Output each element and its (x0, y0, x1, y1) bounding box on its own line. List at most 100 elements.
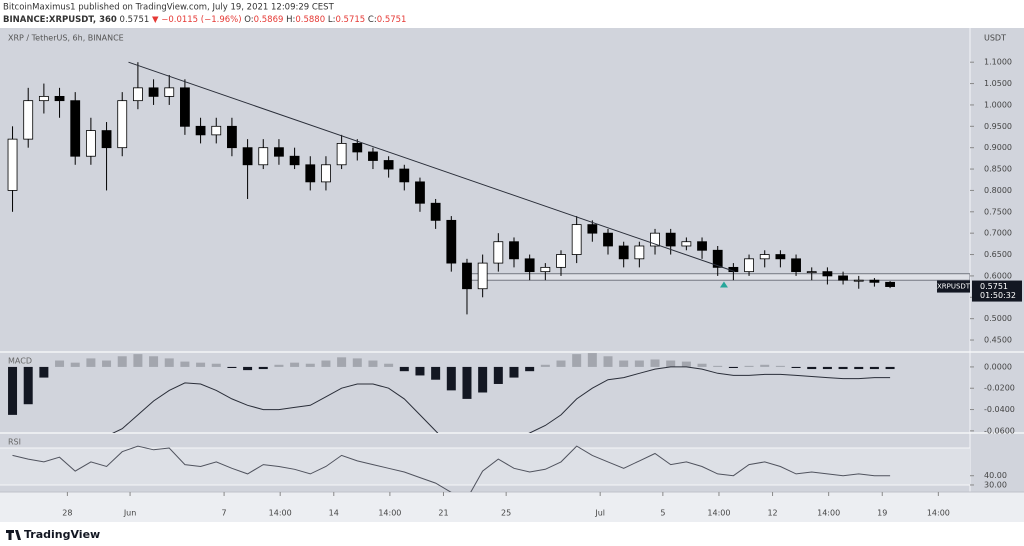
ohlc-key: H: (286, 15, 295, 25)
trendline (128, 61, 736, 273)
y-tick-label: 30.00 (984, 480, 1007, 489)
macd-histogram-bar (337, 357, 347, 367)
candle-body (744, 258, 754, 273)
candle-body (164, 87, 175, 97)
macd-histogram-bar (775, 365, 785, 367)
candle-body (211, 125, 222, 136)
x-tick-label: 14:00 (927, 509, 950, 518)
macd-histogram-bar (587, 353, 597, 367)
candle-body (603, 232, 613, 247)
candle-body (524, 258, 535, 273)
macd-histogram-bar (368, 360, 378, 367)
pane-title: MACD (8, 357, 32, 366)
candle-body (477, 262, 488, 290)
ohlc-key: C: (368, 15, 377, 25)
pane-title: XRP / TetherUS, 6h, BINANCE (8, 34, 124, 43)
candle-body (556, 254, 566, 268)
ohlc-key: O: (244, 15, 253, 25)
macd-histogram-bar (117, 356, 127, 367)
macd-histogram-bar (23, 366, 33, 405)
macd-histogram-bar (274, 364, 284, 367)
footer-brand: TradingView (24, 528, 100, 541)
symbol-tag (937, 280, 970, 293)
x-tick-label: 14:00 (378, 509, 401, 518)
candle-body (618, 245, 629, 260)
candle-body (462, 262, 472, 290)
macd-histogram-bar (807, 366, 817, 370)
candle-body (399, 168, 410, 183)
y-tick-label: 0.4500 (984, 336, 1012, 345)
y-tick-label: 1.1000 (984, 58, 1012, 67)
ohlc-value: 0.5880 (295, 15, 325, 25)
candle-body (430, 202, 441, 221)
candle-body (258, 147, 269, 166)
candle-body (368, 151, 378, 161)
candle-body (23, 100, 34, 140)
macd-histogram-bar (290, 362, 300, 367)
macd-histogram-bar (55, 360, 65, 367)
candle-body (117, 100, 128, 149)
macd-histogram-bar (258, 366, 268, 370)
candle-body (775, 254, 786, 260)
y-tick-label: 0.8500 (984, 165, 1012, 174)
macd-histogram-bar (243, 366, 253, 371)
macd-histogram-bar (681, 361, 691, 367)
macd-histogram-bar (352, 358, 362, 367)
candle-body (242, 147, 253, 166)
macd-histogram-bar (149, 356, 159, 367)
change: ▼ −0.0115 (−1.96%) (152, 15, 242, 25)
macd-histogram-bar (493, 366, 503, 384)
last-price-tag (972, 280, 1022, 302)
candle-body (853, 279, 864, 282)
macd-histogram-bar (525, 366, 535, 372)
macd-histogram-bar (713, 365, 723, 367)
y-tick-label: 40.00 (984, 471, 1007, 480)
y-tick-label: 0.6500 (984, 250, 1012, 259)
candle-body (650, 232, 660, 247)
candle-body (885, 281, 895, 287)
macd-histogram-bar (619, 360, 629, 367)
macd-histogram-bar (634, 360, 644, 367)
candle-body (195, 125, 206, 136)
pane (0, 445, 970, 492)
candle-body (180, 87, 190, 127)
last: 0.5751 (120, 15, 150, 25)
candle-body (838, 275, 848, 281)
y-tick-label: 0.6000 (984, 271, 1012, 280)
publish-info: BitcoinMaximus1 published on TradingView… (3, 3, 335, 13)
pane (8, 353, 895, 433)
candle-body (70, 100, 81, 157)
y-tick-label: 0.9000 (984, 143, 1012, 152)
candle-body (697, 241, 707, 251)
macd-histogram-bar (728, 366, 738, 368)
rsi-band (0, 447, 970, 485)
y-tick-label: -0.0600 (984, 426, 1015, 435)
candle-body (289, 155, 300, 166)
candle-body (383, 160, 394, 170)
candle-body (791, 258, 801, 273)
macd-histogram-bar (885, 366, 895, 370)
macd-histogram-bar (509, 366, 519, 378)
macd-histogram-bar (603, 356, 613, 367)
candle-body (352, 143, 363, 153)
macd-histogram-bar (70, 362, 80, 367)
macd-histogram-bar (86, 358, 96, 367)
signal-marker (719, 281, 728, 288)
macd-histogram-bar (321, 360, 331, 367)
y-tick-label: -0.0400 (984, 405, 1015, 414)
candle-body (540, 266, 551, 273)
candle-body (305, 164, 316, 183)
macd-histogram-bar (415, 366, 425, 376)
candle-body (336, 143, 347, 166)
candle-body (587, 224, 598, 234)
y-tick-label: 1.0000 (984, 100, 1012, 109)
macd-histogram-bar (180, 361, 190, 367)
macd-histogram-bar (744, 365, 754, 367)
macd-histogram-bar (540, 364, 550, 367)
candle-body (634, 245, 645, 260)
candle-body (509, 241, 519, 260)
candle-body (38, 95, 49, 102)
macd-line (112, 366, 891, 433)
macd-histogram-bar (211, 363, 221, 367)
